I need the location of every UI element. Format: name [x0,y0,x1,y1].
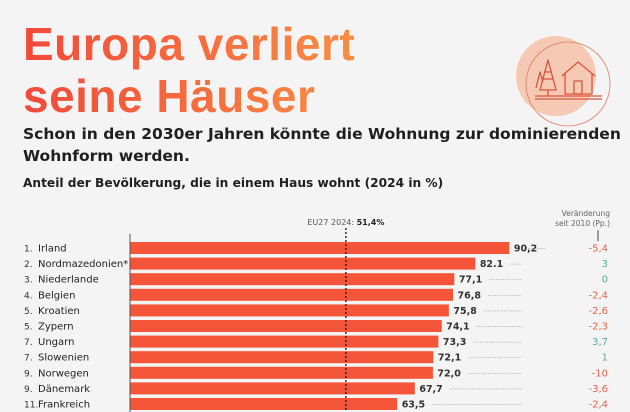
value-label: 90,2 [514,244,537,255]
rank-label: 1. [24,245,33,255]
country-label: Nordmazedonien* [38,259,128,270]
change-label: 3 [602,259,608,270]
bar [130,351,434,364]
country-label: Dänemark [38,384,90,395]
change-label: 3,7 [592,337,608,348]
change-label: -2,4 [588,290,608,301]
rank-label: 5. [24,307,33,317]
change-label: -10 [592,368,608,379]
change-label: -2,6 [588,306,608,317]
rank-label: 11. [24,401,38,411]
house-and-tree-icon [516,36,611,127]
bar [130,335,439,348]
bar [130,382,415,395]
rank-label: 4. [24,291,33,301]
bar [130,242,510,254]
country-label: Norwegen [38,368,89,379]
rank-label: 5. [24,323,33,333]
value-label: 75,8 [453,306,477,317]
rank-label: 7. [24,338,33,348]
rank-label: 2. [24,260,33,270]
subtitle: Schon in den 2030er Jahren könnte die Wo… [23,125,621,165]
page-title: Europa verliert seine Häuser [23,18,463,122]
country-label: Irland [38,244,67,255]
change-label: -2,3 [588,322,608,333]
change-label: -5,4 [588,244,608,255]
bar [130,257,476,270]
reference-label: EU27 2024: 51,4% [307,218,384,227]
change-header-line-2: seit 2010 (Pp.) [555,219,610,228]
country-label: Belgien [38,290,75,301]
reference-label-text: EU27 2024: [307,218,356,227]
bar [130,320,442,332]
bar [130,366,433,379]
value-label: 73,3 [443,337,466,348]
title-line-2: seine Häuser [23,70,316,122]
country-label: Slowenien [38,353,89,364]
change-label: 1 [602,353,608,364]
bar [130,273,455,286]
country-label: Zypern [38,322,74,333]
rank-label: 9. [24,369,33,379]
rank-label: 9. [24,385,33,395]
title-line-1: Europa verliert [23,18,356,70]
change-label: -2,4 [588,400,608,411]
reference-value: 51,4% [357,218,385,227]
value-label: 77,1 [459,275,482,286]
country-label: Kroatien [38,306,80,317]
bar [130,398,398,410]
value-label: 67,7 [419,384,442,395]
value-label: 72,1 [438,353,461,364]
value-label: 76,8 [458,290,482,301]
bar [130,304,449,317]
chart-title: Anteil der Bevölkerung, die in einem Hau… [23,176,444,190]
country-label: Frankreich [38,400,90,411]
rank-label: 3. [24,276,33,286]
country-label: Niederlande [38,275,99,286]
change-header-line-1: Veränderung [562,209,611,218]
bar [130,288,454,301]
change-label: -3,6 [588,384,608,395]
change-label: 0 [602,275,608,286]
value-label: 82.1 [480,259,503,270]
value-label: 72,0 [437,368,461,379]
country-label: Ungarn [38,337,74,348]
rank-label: 7. [24,354,33,364]
value-label: 74,1 [446,322,469,333]
bar-chart: 1. Irland 90,2 -5,4 2. Nordmazedonien* 82.1 3 3.… [24,209,611,412]
value-label: 63,5 [402,400,425,411]
